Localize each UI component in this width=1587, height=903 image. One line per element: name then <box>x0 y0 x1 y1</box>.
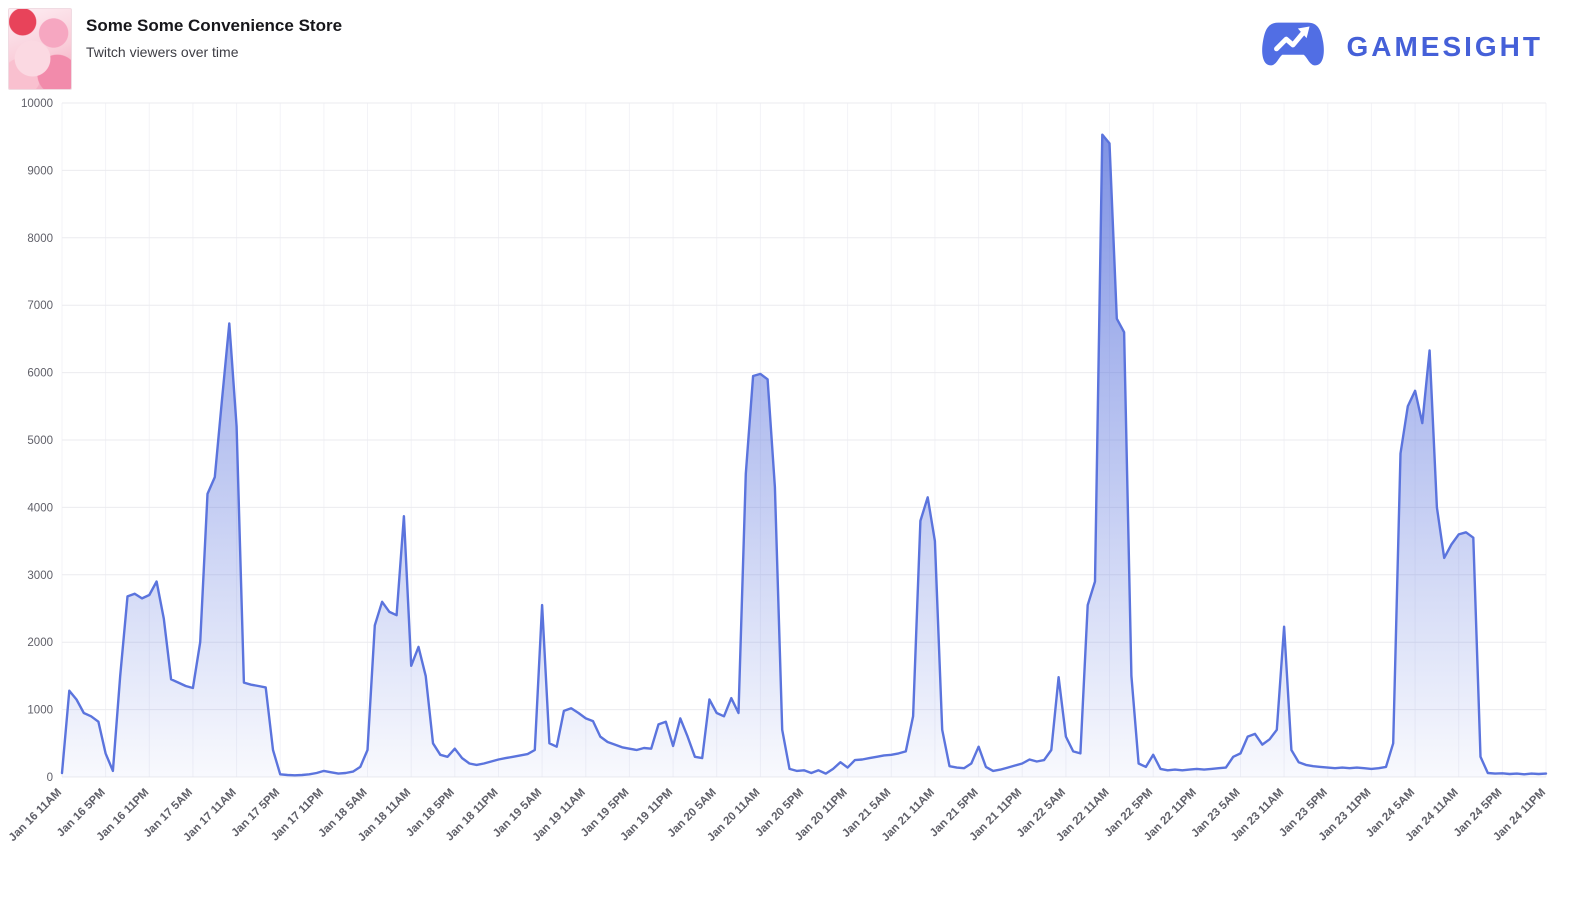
svg-text:0: 0 <box>47 772 53 784</box>
svg-text:3000: 3000 <box>27 570 53 582</box>
game-cover-art <box>8 8 72 90</box>
svg-text:5000: 5000 <box>27 435 53 447</box>
gamesight-wordmark: GAMESIGHT <box>1346 30 1543 62</box>
title-block: Some Some Convenience Store Twitch viewe… <box>86 8 342 60</box>
chart-area: 0 1000 2000 3000 4000 5000 6000 7000 8000 9000 100… <box>0 95 1587 903</box>
gamesight-gamepad-icon <box>1258 18 1328 75</box>
page-title: Some Some Convenience Store <box>86 16 343 35</box>
viewers-area-chart: 0 1000 2000 3000 4000 5000 6000 7000 8000 9000 100… <box>7 98 1548 844</box>
gamesight-logo: GAMESIGHT <box>1258 8 1543 75</box>
svg-text:2000: 2000 <box>27 637 53 649</box>
svg-text:6000: 6000 <box>27 368 53 380</box>
svg-text:7000: 7000 <box>27 300 53 312</box>
report-header: Some Some Convenience Store Twitch viewe… <box>0 0 1587 95</box>
svg-text:Jan 16 11AM: Jan 16 11AM <box>7 787 64 844</box>
page-subtitle: Twitch viewers over time <box>86 44 239 61</box>
svg-text:10000: 10000 <box>21 98 53 110</box>
svg-text:8000: 8000 <box>27 233 53 245</box>
svg-text:4000: 4000 <box>27 502 53 514</box>
svg-text:1000: 1000 <box>27 705 53 717</box>
svg-text:9000: 9000 <box>27 165 53 177</box>
